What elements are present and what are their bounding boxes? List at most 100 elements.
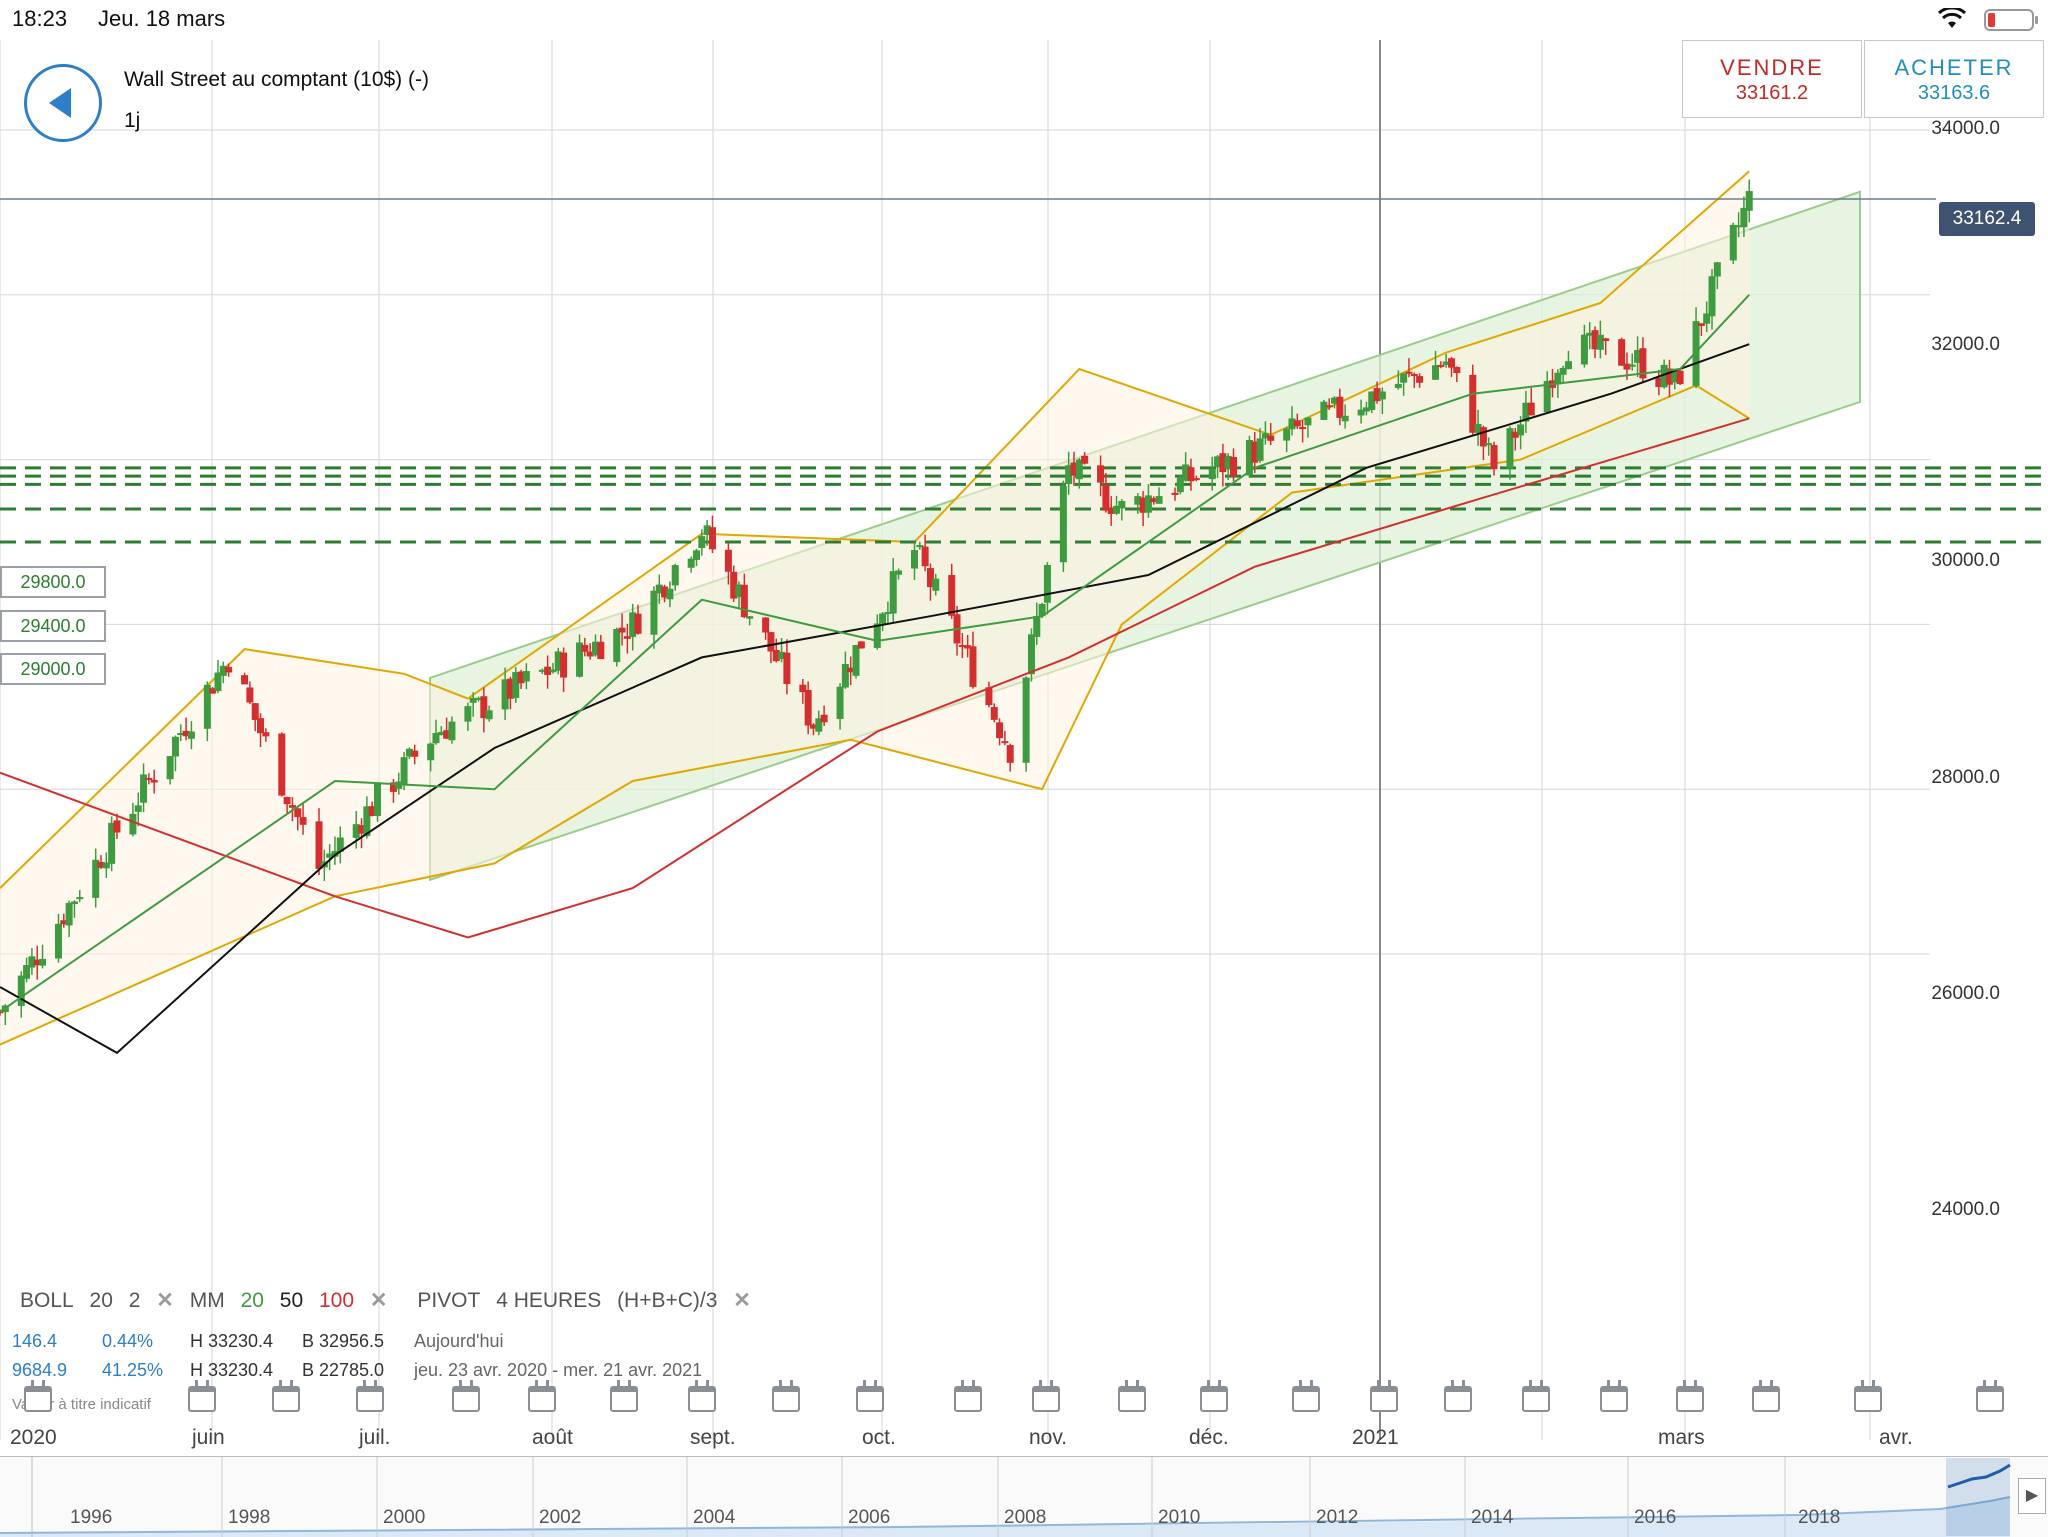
- candle-bearish: [1006, 745, 1014, 763]
- buy-price: 33163.6: [1917, 82, 1991, 104]
- candle-bearish: [1602, 338, 1610, 342]
- candle-bullish: [214, 672, 222, 692]
- candle-bearish: [1139, 497, 1147, 513]
- candle-bullish: [1394, 383, 1402, 388]
- high-today: H 33230.4: [190, 1331, 274, 1351]
- candle-bearish: [1405, 371, 1413, 374]
- event-calendar-icon[interactable]: [1444, 1380, 1472, 1412]
- pivot-formula: (H+B+C)/3: [617, 1289, 718, 1312]
- event-calendar-icon[interactable]: [452, 1380, 480, 1412]
- month-label: juil.: [359, 1426, 391, 1449]
- candle-bullish: [469, 697, 477, 703]
- navigator-year: 1998: [228, 1507, 271, 1528]
- candle-bullish: [836, 686, 844, 719]
- candle-bearish: [288, 805, 296, 808]
- event-calendar-icon[interactable]: [188, 1380, 216, 1412]
- event-calendar-icon[interactable]: [1976, 1380, 2004, 1412]
- candle-bearish: [1107, 508, 1115, 514]
- month-label: sept.: [690, 1426, 736, 1449]
- event-calendar-icon[interactable]: [356, 1380, 384, 1412]
- event-calendar-icon[interactable]: [1600, 1380, 1628, 1412]
- mm-indicator[interactable]: MM: [189, 1289, 225, 1312]
- event-calendar-icon[interactable]: [1854, 1380, 1882, 1412]
- candle-bullish: [1660, 364, 1668, 388]
- candle-bullish: [1745, 191, 1753, 211]
- candle-bearish: [1490, 445, 1498, 470]
- candle-bullish: [873, 623, 881, 648]
- candle-bearish: [1665, 368, 1673, 385]
- candle-bullish: [629, 612, 637, 637]
- candle-bearish: [618, 627, 626, 633]
- event-calendar-icon[interactable]: [772, 1380, 800, 1412]
- event-calendar-icon[interactable]: [1118, 1380, 1146, 1412]
- event-calendar-icon[interactable]: [1676, 1380, 1704, 1412]
- buy-button[interactable]: ACHETER 33163.6: [1864, 40, 2044, 118]
- price-chart[interactable]: [0, 0, 2048, 1456]
- event-calendar-icon[interactable]: [528, 1380, 556, 1412]
- boll-indicator[interactable]: BOLL: [20, 1289, 74, 1312]
- pivot-indicator[interactable]: PIVOT: [417, 1289, 481, 1312]
- event-calendar-icon[interactable]: [24, 1380, 52, 1412]
- history-navigator[interactable]: [0, 1456, 2048, 1537]
- candle-bearish: [1081, 455, 1089, 464]
- price-tick: 32000.0: [1931, 334, 2000, 355]
- period-range: jeu. 23 avr. 2020 - mer. 21 avr. 2021: [414, 1360, 703, 1380]
- event-calendar-icon[interactable]: [1200, 1380, 1228, 1412]
- candle-bullish: [554, 651, 562, 671]
- candle-bearish: [1697, 323, 1705, 326]
- candle-bearish: [0, 1011, 4, 1014]
- navigator-scroll-right-button[interactable]: ▶: [2018, 1478, 2046, 1514]
- candle-bearish: [1299, 427, 1307, 430]
- candle-bearish: [315, 821, 323, 869]
- event-calendar-icon[interactable]: [272, 1380, 300, 1412]
- candle-bearish: [358, 825, 366, 834]
- candle-bullish: [1033, 616, 1041, 637]
- candle-bullish: [432, 733, 440, 744]
- candle-bullish: [501, 679, 509, 710]
- event-calendar-icon[interactable]: [954, 1380, 982, 1412]
- event-calendar-icon[interactable]: [1292, 1380, 1320, 1412]
- candle-bearish: [246, 687, 254, 703]
- price-tick: 24000.0: [1931, 1199, 2000, 1220]
- navigator-year: 2010: [1158, 1507, 1201, 1528]
- candle-bearish: [283, 797, 291, 805]
- candle-bearish: [33, 959, 41, 966]
- back-button[interactable]: [24, 64, 102, 142]
- candle-bearish: [799, 684, 807, 693]
- candle-bullish: [1729, 224, 1737, 261]
- remove-pivot-icon[interactable]: ✕: [733, 1289, 751, 1312]
- candle-bearish: [182, 730, 190, 737]
- candle-bullish: [1580, 334, 1588, 365]
- candle-bullish: [693, 550, 701, 560]
- mm20-value: 20: [240, 1289, 264, 1312]
- event-calendar-icon[interactable]: [1370, 1380, 1398, 1412]
- candle-bullish: [1341, 415, 1349, 422]
- candle-bearish: [597, 641, 605, 660]
- status-date: Jeu. 18 mars: [98, 6, 226, 31]
- navigator-year: 2002: [539, 1507, 582, 1528]
- event-calendar-icon[interactable]: [1032, 1380, 1060, 1412]
- remove-boll-icon[interactable]: ✕: [156, 1289, 174, 1312]
- event-calendar-icon[interactable]: [1522, 1380, 1550, 1412]
- candle-bearish: [368, 806, 376, 817]
- navigator-year: 2004: [693, 1507, 736, 1528]
- level-label[interactable]: 29400.0: [0, 610, 106, 642]
- candle-bullish: [485, 710, 493, 720]
- candle-bearish: [969, 646, 977, 687]
- level-label[interactable]: 29800.0: [0, 566, 106, 598]
- timeframe-label[interactable]: 1j: [124, 109, 141, 132]
- candle-bearish: [443, 730, 451, 739]
- navigator-year: 2000: [383, 1507, 426, 1528]
- event-calendar-icon[interactable]: [856, 1380, 884, 1412]
- remove-mm-icon[interactable]: ✕: [369, 1289, 388, 1312]
- sell-button[interactable]: VENDRE 33161.2: [1682, 40, 1862, 118]
- candle-bearish: [299, 817, 307, 825]
- event-calendar-icon[interactable]: [1752, 1380, 1780, 1412]
- indicator-bar: BOLL 20 2 ✕ MM 20 50 100 ✕ PIVOT 4 HEURE…: [20, 1288, 761, 1313]
- candle-bullish: [1208, 468, 1216, 480]
- event-calendar-icon[interactable]: [610, 1380, 638, 1412]
- level-label[interactable]: 29000.0: [0, 653, 106, 685]
- event-calendar-icon[interactable]: [688, 1380, 716, 1412]
- back-arrow-icon: [49, 88, 71, 118]
- candle-bearish: [1229, 456, 1237, 477]
